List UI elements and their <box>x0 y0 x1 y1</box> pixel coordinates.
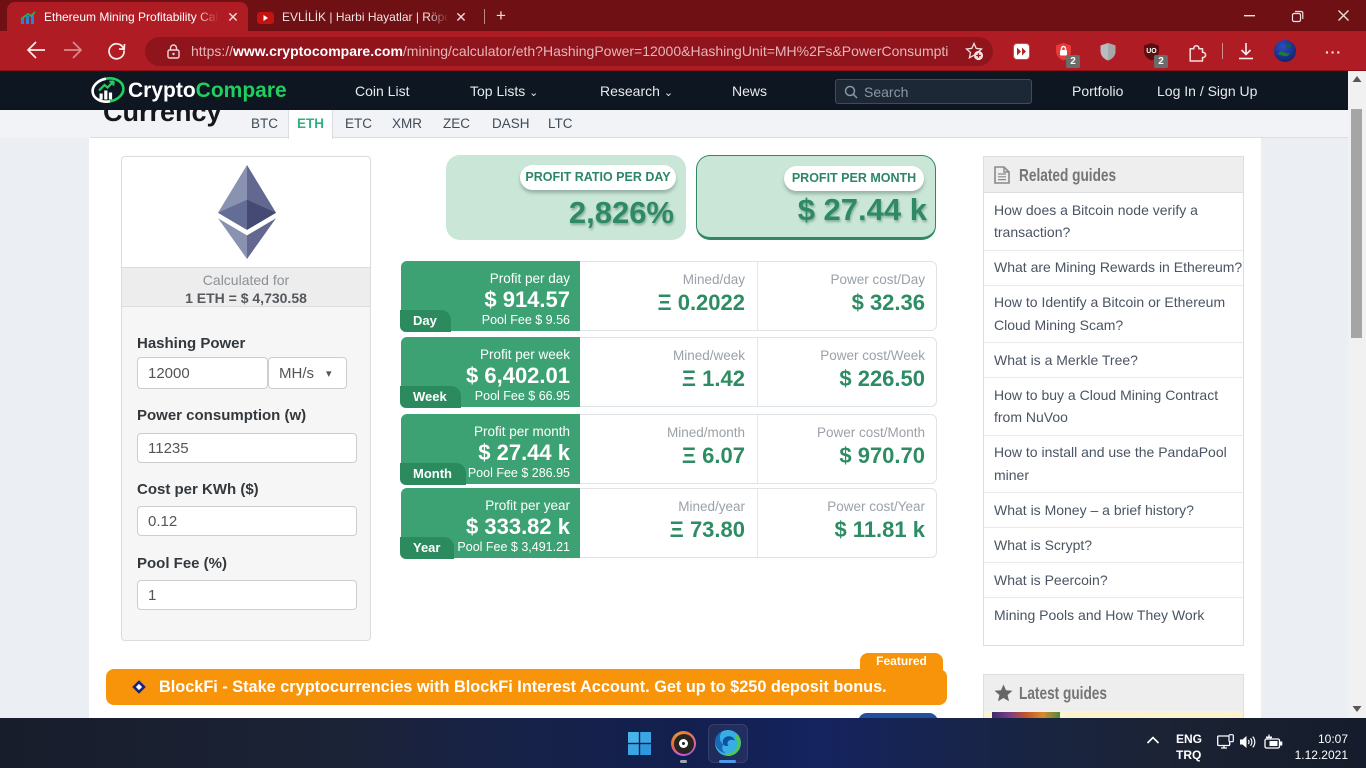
svg-text:UO: UO <box>1146 48 1157 55</box>
